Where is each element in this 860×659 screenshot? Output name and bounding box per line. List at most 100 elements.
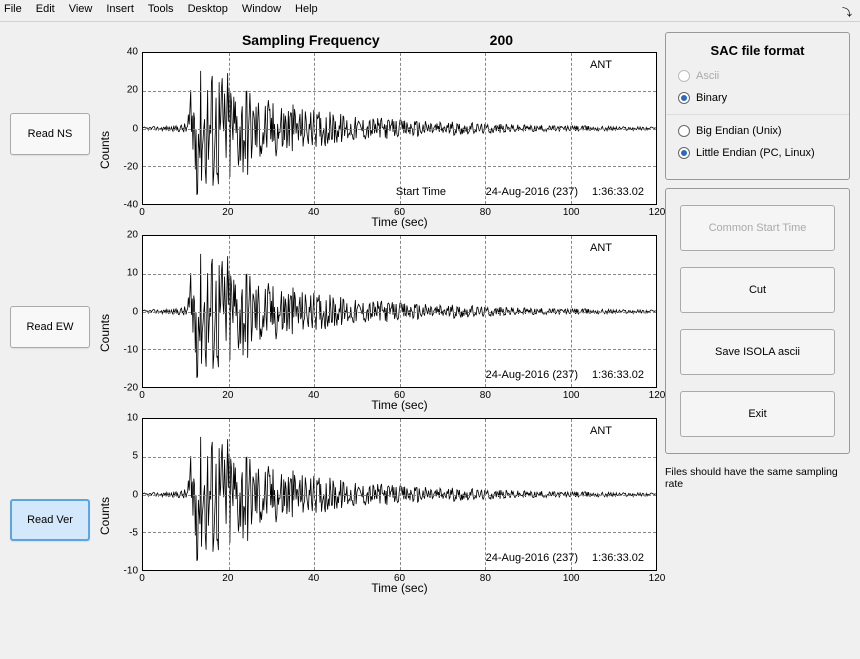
radio-icon[interactable] — [678, 125, 690, 137]
xtick: 100 — [563, 390, 580, 401]
xtick: 0 — [139, 207, 145, 218]
time-label: 24-Aug-2016 (237) 1:36:33.02 — [486, 186, 644, 198]
action-panel: Common Start Time Cut Save ISOLA ascii Exit — [665, 188, 850, 454]
time-label: 24-Aug-2016 (237) 1:36:33.02 — [486, 369, 644, 381]
menubar-overflow-icon[interactable]: ⤵ — [842, 4, 852, 19]
plot-title: Sampling Frequency 200 — [98, 32, 657, 48]
xaxis: 020406080100120Time (sec) — [142, 388, 657, 410]
action-button-cut[interactable]: Cut — [680, 267, 835, 313]
radio-icon — [678, 70, 690, 82]
plots-area: Sampling Frequency 200 Counts-40-2002040… — [90, 32, 665, 601]
read-ew-button[interactable]: Read EW — [10, 306, 90, 348]
ytick: -10 — [124, 344, 138, 355]
date-value: 24-Aug-2016 (237) — [486, 552, 578, 564]
xaxis: 020406080100120Time (sec) — [142, 205, 657, 227]
title-label: Sampling Frequency — [242, 32, 380, 48]
ytick: 0 — [132, 123, 138, 134]
plotbox: ANT24-Aug-2016 (237)1:36:33.020204060801… — [142, 235, 657, 410]
ytick: -5 — [129, 527, 138, 538]
radio-label: Ascii — [696, 70, 719, 82]
ytick: -20 — [124, 383, 138, 394]
radio-label: Binary — [696, 92, 727, 104]
xtick: 120 — [649, 390, 666, 401]
menu-desktop[interactable]: Desktop — [188, 3, 228, 18]
radio-label: Big Endian (Unix) — [696, 125, 782, 137]
gridline-v — [314, 53, 315, 204]
yaxis: -10-50510 — [116, 418, 142, 593]
gridline-v — [485, 419, 486, 570]
menu-help[interactable]: Help — [295, 3, 318, 18]
date-value: 24-Aug-2016 (237) — [486, 369, 578, 381]
gridline-v — [571, 53, 572, 204]
yaxis: -40-2002040 — [116, 52, 142, 227]
radio-row-endian-1[interactable]: Little Endian (PC, Linux) — [678, 147, 837, 159]
menu-insert[interactable]: Insert — [106, 3, 134, 18]
plotbox: ANT24-Aug-2016 (237)1:36:33.02Start Time… — [142, 52, 657, 227]
ytick: 0 — [132, 489, 138, 500]
time-value: 1:36:33.02 — [592, 186, 644, 198]
radio-icon[interactable] — [678, 92, 690, 104]
xtick: 40 — [308, 207, 319, 218]
plotarea[interactable]: ANT 24-Aug-2016 (237) 1:36:33.02 — [142, 235, 657, 388]
ytick: 0 — [132, 306, 138, 317]
station-label: ANT — [590, 425, 612, 437]
radio-row-format-0: Ascii — [678, 70, 837, 82]
ytick: 10 — [127, 413, 138, 424]
chart-1: Counts -20 -10 0 10 20 ANT 24-Aug-2016 (237) 1:3… — [98, 235, 657, 410]
read-ns-button[interactable]: Read NS — [10, 113, 90, 155]
menu-view[interactable]: View — [69, 3, 93, 18]
xtick: 100 — [563, 573, 580, 584]
plotarea[interactable]: ANT 24-Aug-2016 (237) 1:36:33.02 — [142, 418, 657, 571]
time-value: 1:36:33.02 — [592, 552, 644, 564]
xtick: 120 — [649, 573, 666, 584]
radio-row-format-1[interactable]: Binary — [678, 92, 837, 104]
sac-panel-title: SAC file format — [678, 43, 837, 58]
time-value: 1:36:33.02 — [592, 369, 644, 381]
gridline-v — [229, 236, 230, 387]
footnote: Files should have the same sampling rate — [665, 466, 850, 490]
radio-label: Little Endian (PC, Linux) — [696, 147, 815, 159]
gridline-v — [229, 419, 230, 570]
action-button-exit[interactable]: Exit — [680, 391, 835, 437]
xtick: 20 — [222, 573, 233, 584]
right-column: SAC file format Ascii Binary Big Endian (… — [665, 32, 850, 601]
xlabel: Time (sec) — [371, 398, 427, 412]
ytick: 20 — [127, 230, 138, 241]
radio-row-endian-0[interactable]: Big Endian (Unix) — [678, 125, 837, 137]
chart-0: Counts-40-2002040ANT24-Aug-2016 (237)1:3… — [98, 52, 657, 227]
left-button-column: Read NS Read EW Read Ver — [10, 32, 90, 601]
gridline-v — [400, 53, 401, 204]
xtick: 40 — [308, 573, 319, 584]
station-label: ANT — [590, 242, 612, 254]
gridline-v — [571, 419, 572, 570]
ytick: 40 — [127, 47, 138, 58]
xtick: 40 — [308, 390, 319, 401]
menu-edit[interactable]: Edit — [36, 3, 55, 18]
plotarea[interactable]: ANT24-Aug-2016 (237)1:36:33.02Start Time — [142, 52, 657, 205]
xtick: 80 — [480, 390, 491, 401]
sac-format-panel: SAC file format Ascii Binary Big Endian (… — [665, 32, 850, 180]
gridline-v — [229, 53, 230, 204]
xlabel: Time (sec) — [371, 581, 427, 595]
radio-icon[interactable] — [678, 147, 690, 159]
ytick: -40 — [124, 200, 138, 211]
ytick: 10 — [127, 268, 138, 279]
xlabel: Time (sec) — [371, 215, 427, 229]
gridline-v — [314, 419, 315, 570]
menubar: File Edit View Insert Tools Desktop Wind… — [0, 0, 860, 22]
xtick: 0 — [139, 573, 145, 584]
menu-window[interactable]: Window — [242, 3, 281, 18]
ytick: 5 — [132, 451, 138, 462]
action-button-save-isola-ascii[interactable]: Save ISOLA ascii — [680, 329, 835, 375]
xaxis: 020406080100120Time (sec) — [142, 571, 657, 593]
menu-tools[interactable]: Tools — [148, 3, 174, 18]
date-value: 24-Aug-2016 (237) — [486, 186, 578, 198]
action-button-common-start-time: Common Start Time — [680, 205, 835, 251]
xtick: 20 — [222, 207, 233, 218]
xtick: 80 — [480, 207, 491, 218]
menu-file[interactable]: File — [4, 3, 22, 18]
ylabel: Counts — [98, 235, 116, 410]
xtick: 20 — [222, 390, 233, 401]
gridline-v — [485, 53, 486, 204]
read-ver-button[interactable]: Read Ver — [10, 499, 90, 541]
